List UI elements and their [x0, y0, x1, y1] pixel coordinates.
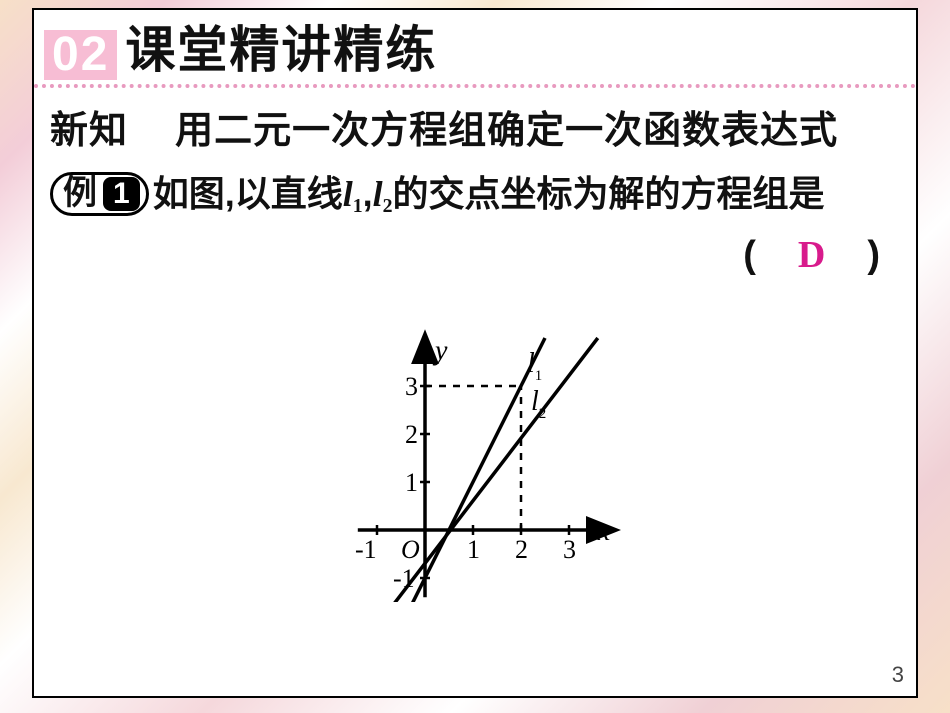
svg-text:y: y: [432, 336, 448, 367]
slide-card: 02 课堂精讲精练 新知 用二元一次方程组确定一次函数表达式 例 1 如图,以直…: [32, 8, 918, 698]
svg-text:3: 3: [405, 372, 418, 401]
svg-text:O: O: [401, 535, 420, 564]
subsection-label: 新知: [50, 110, 128, 152]
graph-wrap: -1123-1123Oxyl1l2: [34, 278, 916, 602]
header-title: 课堂精讲精练: [125, 10, 437, 82]
svg-text:l1: l1: [527, 348, 542, 384]
svg-text:1: 1: [467, 535, 480, 564]
coordinate-graph: -1123-1123Oxyl1l2: [315, 282, 635, 602]
section-number-badge: 02: [44, 30, 117, 80]
svg-text:1: 1: [405, 468, 418, 497]
question-text-post: 的交点坐标为解的方程组是: [393, 170, 825, 219]
page-number: 3: [892, 662, 904, 688]
header: 02 课堂精讲精练: [34, 10, 916, 88]
svg-text:3: 3: [563, 535, 576, 564]
subsection-title: 用二元一次方程组确定一次函数表达式: [175, 110, 838, 152]
svg-text:2: 2: [405, 420, 418, 449]
svg-text:l2: l2: [531, 386, 546, 422]
subsection-row: 新知 用二元一次方程组确定一次函数表达式: [34, 88, 916, 156]
question-text-pre: 如图,以直线: [153, 170, 343, 219]
line2-sub: 2: [383, 195, 393, 217]
paren-close: ): [829, 234, 880, 276]
question-row: 例 1 如图,以直线 l1 , l2 的交点坐标为解的方程组是: [34, 156, 916, 220]
line2-letter: l: [373, 174, 383, 214]
answer-letter: D: [794, 234, 829, 276]
svg-text:-1: -1: [355, 535, 377, 564]
line1-symbol: l1: [343, 170, 363, 220]
line1-sub: 1: [353, 195, 363, 217]
answer-row: ( D ): [34, 219, 916, 278]
question-comma: ,: [363, 170, 373, 219]
example-pill-text: 例: [63, 171, 97, 217]
svg-text:x: x: [597, 516, 611, 547]
example-pill: 例 1: [50, 172, 149, 216]
paren-open: (: [743, 234, 794, 276]
svg-text:2: 2: [515, 535, 528, 564]
line1-letter: l: [343, 174, 353, 214]
example-pill-number: 1: [103, 177, 140, 211]
line2-symbol: l2: [373, 170, 393, 220]
